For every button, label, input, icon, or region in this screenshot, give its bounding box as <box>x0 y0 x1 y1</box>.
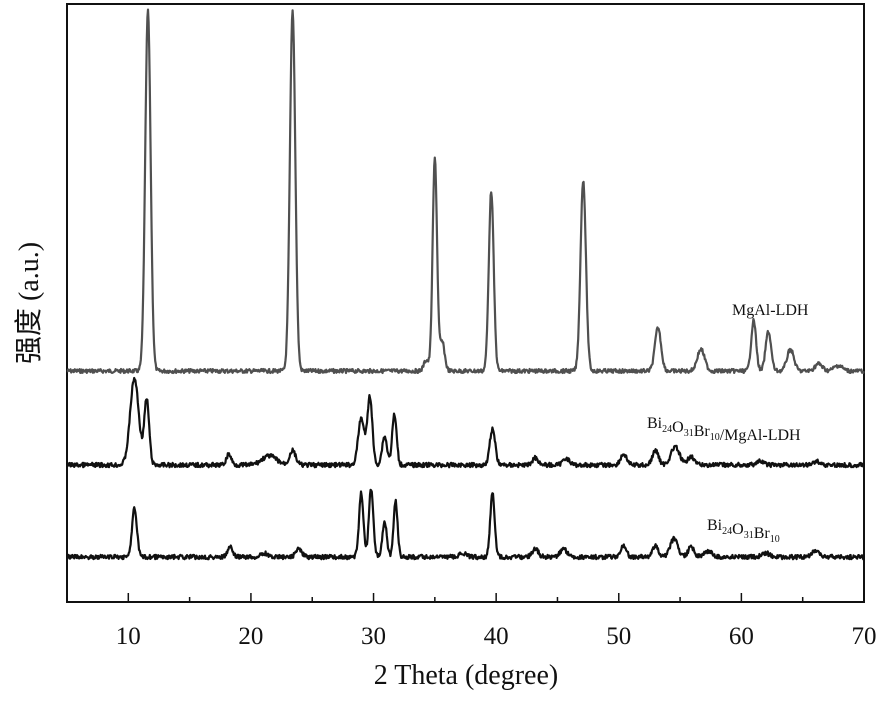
series-labels: MgAl-LDH Bi24O31Br10/MgAl-LDH Bi24O31Br10 <box>647 302 809 545</box>
series-layer <box>65 8 865 561</box>
series-label-comp: Bi24O31Br10/MgAl-LDH <box>647 415 801 444</box>
x-tick-label: 30 <box>361 623 386 650</box>
x-axis-tick-labels: 10 20 30 40 50 60 70 <box>116 623 877 650</box>
x-tick-label: 60 <box>729 623 754 650</box>
x-tick-label: 40 <box>484 623 509 650</box>
series-line-1 <box>66 8 865 375</box>
series-line-3 <box>65 488 865 561</box>
x-tick-label: 10 <box>116 623 141 650</box>
series-line-2 <box>66 376 865 469</box>
y-axis-title: 强度 (a.u.) <box>13 242 45 364</box>
x-axis-ticks <box>66 593 865 602</box>
plot-frame <box>66 3 865 603</box>
series-label-bob: Bi24O31Br10 <box>707 517 780 545</box>
x-axis-title: 2 Theta (degree) <box>374 660 559 691</box>
x-tick-label: 50 <box>606 623 631 650</box>
x-tick-label: 20 <box>238 623 263 650</box>
x-tick-label: 70 <box>852 623 877 650</box>
series-label-ldh: MgAl-LDH <box>732 302 809 319</box>
